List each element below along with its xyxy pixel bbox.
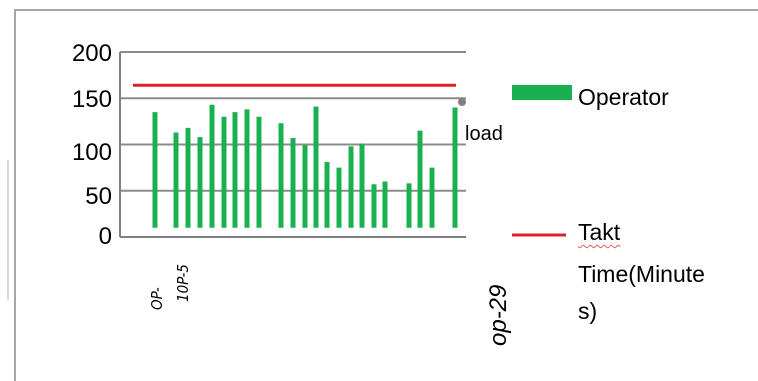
- legend-operator-label: Operator: [578, 84, 669, 110]
- frame-left-border: [14, 9, 16, 381]
- load-annotation: load: [465, 123, 503, 145]
- y-tick-label: 200: [72, 40, 112, 67]
- legend-takt-label: s): [578, 298, 598, 324]
- operator-bar: [173, 132, 179, 228]
- frame-top-border: [14, 9, 758, 11]
- legend-takt-label: Time(Minute: [578, 261, 705, 287]
- operator-bar: [429, 167, 435, 228]
- y-tick-label: 0: [99, 223, 112, 250]
- legend-operator-swatch: [512, 85, 572, 100]
- operator-bar: [406, 183, 412, 228]
- operator-bar: [452, 107, 458, 228]
- load-marker-dot: [458, 98, 466, 106]
- axes: [119, 52, 466, 238]
- y-tick-label: 50: [85, 183, 112, 210]
- operator-bar: [185, 127, 191, 228]
- y-tick-label: 100: [72, 139, 112, 166]
- operator-bar: [221, 116, 227, 228]
- operator-bar: [382, 181, 388, 228]
- operator-bar: [244, 109, 250, 228]
- operator-bar: [336, 167, 342, 228]
- frame-left-shadow: [7, 160, 9, 300]
- operator-bar: [417, 130, 423, 228]
- operator-bar: [278, 123, 284, 228]
- x-category-label: OP-: [148, 287, 166, 310]
- y-tick-label: 150: [72, 86, 112, 113]
- operator-bar: [371, 184, 377, 228]
- operator-bar: [232, 112, 238, 228]
- operator-bar: [348, 146, 354, 228]
- operator-bar: [290, 138, 296, 228]
- operator-bar: [324, 162, 330, 228]
- x-category-label: 10P-5: [174, 264, 192, 302]
- legend-takt-label: Takt: [578, 219, 621, 245]
- operator-bars: [152, 104, 458, 228]
- operator-bar: [302, 145, 308, 228]
- operator-bar: [313, 106, 319, 228]
- x-category-label: op-29: [485, 285, 512, 346]
- y-tick-labels: 200 150 100 50 0: [72, 40, 112, 250]
- operator-bar: [209, 104, 215, 228]
- operator-bar: [256, 116, 262, 228]
- operator-bar: [152, 112, 158, 228]
- operator-bar: [359, 143, 365, 228]
- operator-bar: [197, 137, 203, 228]
